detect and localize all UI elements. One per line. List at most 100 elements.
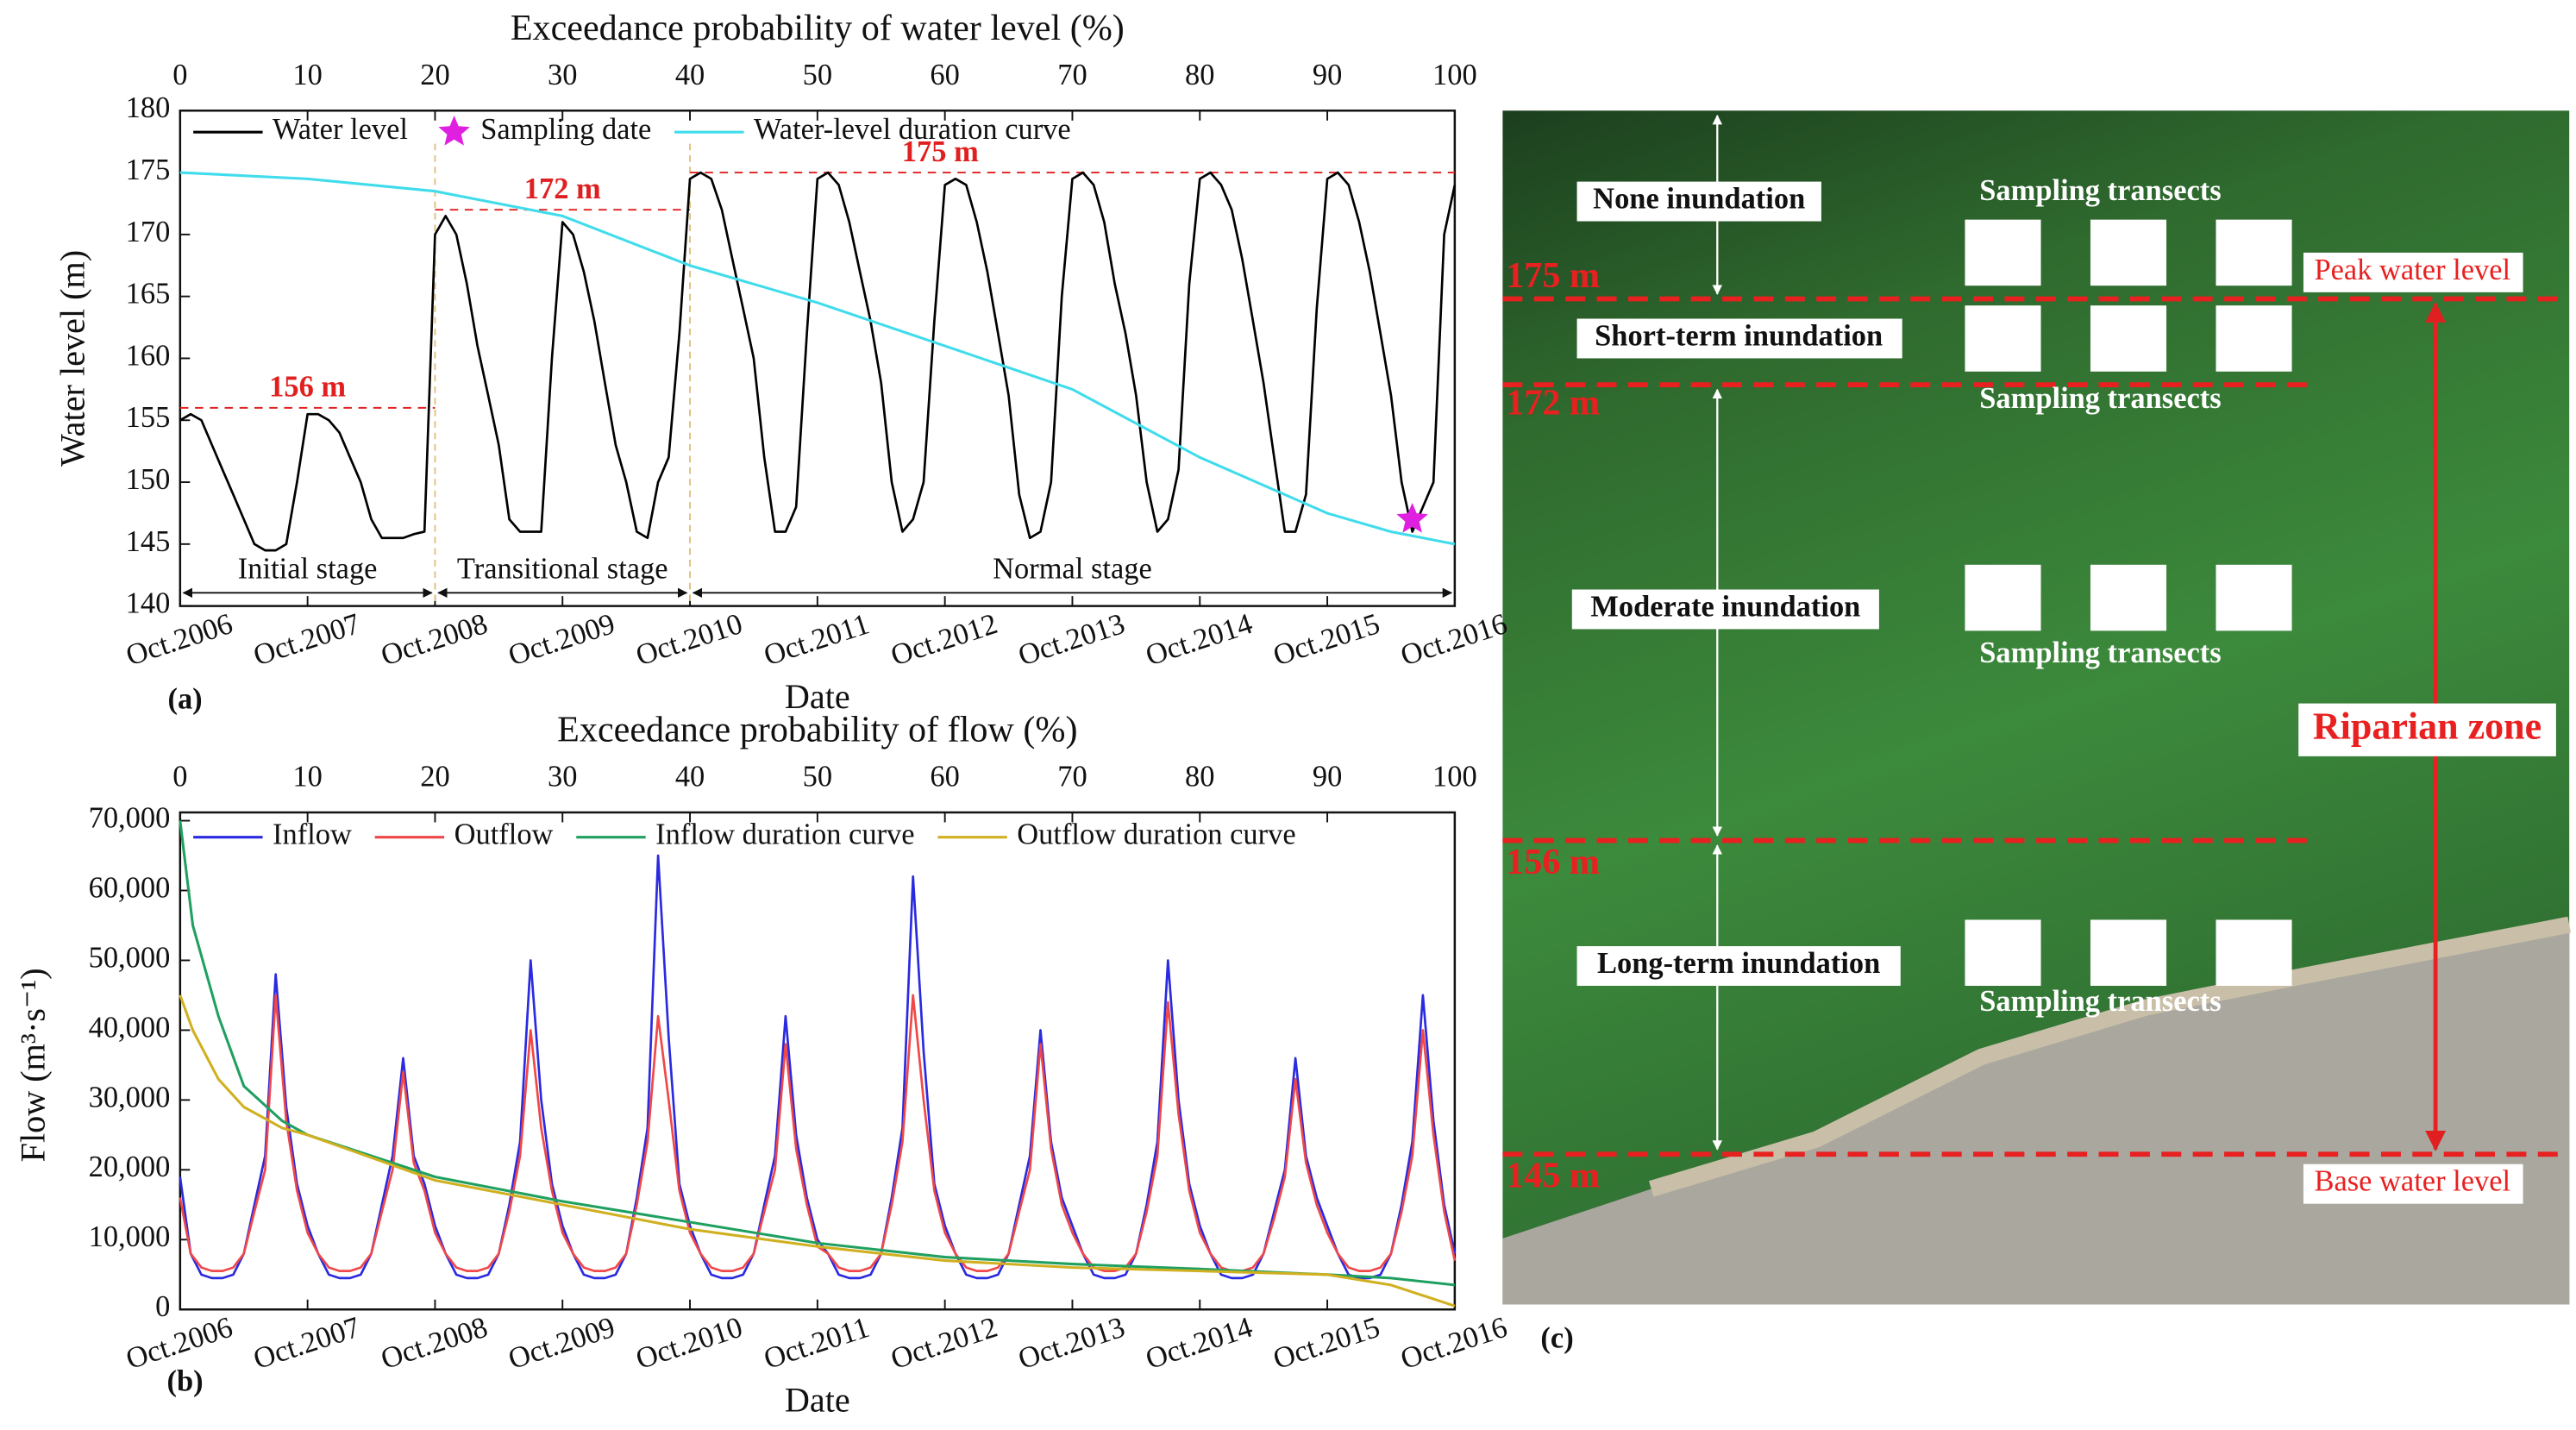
- x2-tick-label: 100: [1432, 59, 1477, 91]
- zone-label: Long-term inundation: [1597, 947, 1880, 980]
- x-tick-label: Oct.2015: [1269, 1311, 1384, 1376]
- x2-tick-label: 70: [1057, 59, 1087, 91]
- x2-tick-label: 30: [548, 761, 577, 793]
- x-tick-label: Oct.2007: [249, 1311, 364, 1376]
- x2-tick-label: 40: [675, 59, 705, 91]
- y-tick-label: 70,000: [89, 801, 171, 834]
- y-tick-label: 165: [126, 278, 171, 310]
- y-tick-label: 20,000: [89, 1151, 171, 1183]
- x-tick-label: Oct.2008: [377, 1311, 492, 1376]
- x-tick-label: Oct.2008: [377, 607, 492, 672]
- y-axis-title: Water level (m): [53, 250, 91, 467]
- base-label: Base water level: [2314, 1165, 2510, 1198]
- x2-tick-label: 60: [930, 761, 959, 793]
- peak-box: [2303, 252, 2523, 292]
- legend-label: Water-level duration curve: [754, 113, 1071, 146]
- x-tick-label: Oct.2011: [760, 607, 874, 672]
- level-label: 156 m: [269, 371, 346, 404]
- x2-axis-title: Exceedance probability of flow (%): [557, 710, 1077, 750]
- x-tick-label: Oct.2009: [505, 1311, 619, 1376]
- x2-tick-label: 20: [420, 59, 449, 91]
- shoreline: [1648, 916, 2571, 1197]
- y-tick-label: 140: [126, 587, 171, 620]
- transect-squares: [1965, 219, 2292, 986]
- zone-box: [2298, 703, 2556, 756]
- x-tick-label: Oct.2013: [1014, 607, 1129, 672]
- base-box: [2303, 1163, 2523, 1204]
- stage-label: Initial stage: [238, 552, 378, 585]
- x2-tick-label: 10: [292, 59, 322, 91]
- level-label: 175 m: [1506, 255, 1600, 296]
- y-tick-label: 40,000: [89, 1011, 171, 1044]
- zone-label-boxes: [1571, 181, 1902, 986]
- riverbank: [1502, 925, 2570, 1305]
- series-line: [179, 994, 1457, 1272]
- riparian-label: Riparian zone: [2313, 705, 2542, 747]
- x-tick-label: Oct.2015: [1269, 607, 1384, 672]
- x-tick-label: Oct.2016: [1397, 1311, 1512, 1376]
- x2-axis-title: Exceedance probability of water level (%…: [511, 8, 1125, 48]
- x-tick-label: Oct.2010: [632, 1311, 747, 1376]
- x2-tick-label: 0: [172, 59, 187, 91]
- x-tick-label: Oct.2016: [1397, 607, 1512, 672]
- x2-tick-label: 10: [292, 761, 322, 793]
- level-label: 156 m: [1506, 842, 1600, 882]
- legend-label: Inflow duration curve: [655, 818, 914, 851]
- series-line: [179, 171, 1457, 552]
- x-tick-label: Oct.2007: [249, 607, 364, 672]
- x-axis-title: Date: [785, 677, 850, 716]
- x2-tick-label: 40: [675, 761, 705, 793]
- series-line: [179, 171, 1456, 546]
- x2-tick-label: 50: [803, 59, 832, 91]
- y-tick-label: 155: [126, 401, 171, 434]
- series-line: [179, 994, 1456, 1308]
- x2-tick-label: 70: [1057, 761, 1087, 793]
- level-label: 172 m: [1506, 383, 1600, 423]
- x2-tick-label: 90: [1313, 59, 1342, 91]
- legend-label: Sampling date: [480, 113, 651, 146]
- stage-label: Normal stage: [993, 552, 1152, 585]
- x2-tick-label: 0: [172, 761, 187, 793]
- panel-label: (a): [167, 683, 202, 716]
- legend-label: Outflow: [454, 818, 554, 851]
- level-label: 175 m: [902, 135, 979, 168]
- transect-label: Sampling transects: [1979, 174, 2221, 207]
- x-axis-title: Date: [785, 1381, 850, 1420]
- zone-label: None inundation: [1593, 182, 1805, 215]
- legend-label: Water level: [273, 113, 408, 146]
- peak-label: Peak water level: [2314, 254, 2510, 286]
- x-tick-label: Oct.2012: [887, 607, 1001, 672]
- x-tick-label: Oct.2011: [760, 1311, 874, 1376]
- panel-label: (c): [1540, 1322, 1573, 1355]
- y-tick-label: 180: [126, 91, 171, 124]
- series-line: [179, 820, 1456, 1287]
- level-label: 172 m: [524, 172, 601, 205]
- x2-tick-label: 60: [930, 59, 959, 91]
- zone-label: Moderate inundation: [1590, 590, 1860, 623]
- legend-label: Outflow duration curve: [1017, 818, 1295, 851]
- y-tick-label: 175: [126, 154, 171, 186]
- x-tick-label: Oct.2013: [1014, 1311, 1129, 1376]
- y-tick-label: 170: [126, 216, 171, 248]
- x2-tick-label: 30: [548, 59, 577, 91]
- legend-label: Inflow: [273, 818, 352, 851]
- y-tick-label: 160: [126, 339, 171, 372]
- x-tick-label: Oct.2009: [505, 607, 619, 672]
- x-tick-label: Oct.2014: [1142, 1311, 1257, 1376]
- x2-tick-label: 100: [1432, 761, 1477, 793]
- y-tick-label: 0: [155, 1290, 170, 1323]
- transect-label: Sampling transects: [1979, 637, 2221, 669]
- x2-tick-label: 50: [803, 761, 832, 793]
- panel-label: (b): [167, 1364, 204, 1397]
- transect-label: Sampling transects: [1979, 985, 2221, 1018]
- x-tick-label: Oct.2014: [1142, 607, 1257, 672]
- x-tick-label: Oct.2012: [887, 1311, 1001, 1376]
- y-tick-label: 60,000: [89, 871, 171, 904]
- transect-label: Sampling transects: [1979, 382, 2221, 415]
- x2-tick-label: 80: [1185, 59, 1214, 91]
- legend-marker: [438, 116, 470, 146]
- y-tick-label: 10,000: [89, 1220, 171, 1253]
- panel-c: None inundation Short-term inundation Mo…: [1502, 110, 2571, 1355]
